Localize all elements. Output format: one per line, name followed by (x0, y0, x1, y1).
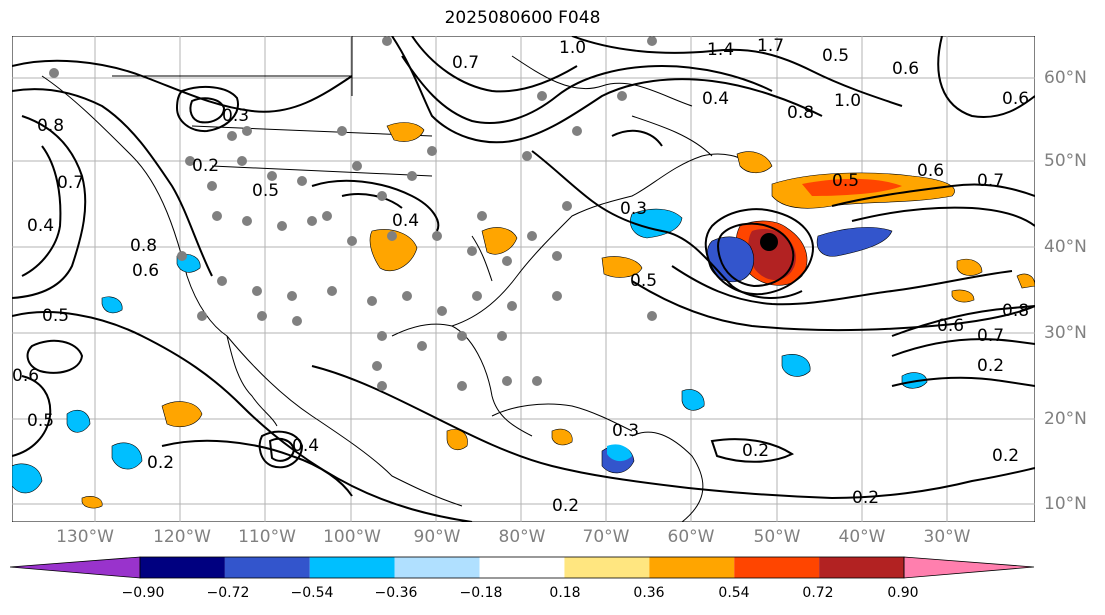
contour-label: 0.4 (27, 216, 54, 236)
contour-label: 1.4 (707, 40, 734, 60)
contour-label: 0.7 (977, 326, 1004, 346)
contour-label: 1.0 (559, 38, 586, 58)
colorbar-tick-label: 0.90 (887, 585, 919, 601)
contour-label: 0.3 (612, 421, 639, 441)
contour-label: 0.2 (852, 488, 879, 508)
lon-label: 100°W (323, 527, 381, 547)
contour-label: 0.5 (832, 171, 859, 191)
contour-label: 0.5 (42, 306, 69, 326)
contour-label: 0.2 (977, 356, 1004, 376)
colorbar (10, 556, 1035, 579)
colorbar-tick-label: −0.18 (459, 585, 503, 601)
colorbar-tick-label: −0.36 (374, 585, 418, 601)
lat-label: 10°N (1044, 494, 1087, 514)
coastlines (41, 36, 753, 522)
colorbar-extend-low (10, 556, 141, 579)
lon-label: 80°W (498, 527, 546, 547)
colorbar-segment (734, 557, 820, 578)
contour-label: 0.6 (12, 366, 39, 386)
lon-label: 30°W (923, 527, 971, 547)
map-title: 2025080600 F048 (444, 8, 601, 28)
contour-label: 0.6 (937, 316, 964, 336)
contour-label: 0.5 (27, 411, 54, 431)
contour-label: 0.8 (787, 103, 814, 123)
colorbar-segment (819, 557, 904, 578)
contour-label: 0.5 (252, 181, 279, 201)
contour-label: 0.5 (630, 271, 657, 291)
contour-label: 0.2 (147, 453, 174, 473)
contour-label: 0.7 (452, 53, 479, 73)
colorbar-extend-high (903, 556, 1035, 579)
lon-label: 90°W (413, 527, 461, 547)
contour-label: 0.4 (292, 436, 319, 456)
contour-label: 0.6 (132, 261, 159, 281)
contour-label: 0.4 (702, 89, 729, 109)
colorbar-tick-label: −0.90 (121, 585, 165, 601)
contour-label: 1.0 (834, 91, 861, 111)
station-dots (49, 36, 657, 391)
contour-label: 0.7 (57, 173, 84, 193)
contour-label: 0.2 (992, 446, 1019, 466)
colorbar-segment (140, 557, 225, 578)
contour-label: 0.2 (192, 156, 219, 176)
colorbar-tick-label: 0.18 (549, 585, 581, 601)
contour-label: 0.8 (130, 236, 157, 256)
lat-label: 20°N (1044, 409, 1087, 429)
contours (12, 36, 1035, 522)
contour-label: 0.3 (620, 199, 647, 219)
lon-label: 60°W (667, 527, 715, 547)
colorbar-segment (394, 557, 480, 578)
colorbar-tick-label: 0.72 (802, 585, 834, 601)
lat-label: 50°N (1044, 151, 1087, 171)
colorbar-segment (224, 557, 310, 578)
contour-label: 0.8 (37, 116, 64, 136)
lon-label: 130°W (56, 527, 114, 547)
contour-label: 0.7 (977, 171, 1004, 191)
contour-label: 0.4 (392, 211, 419, 231)
lat-label: 60°N (1044, 68, 1087, 88)
colorbar-tick-label: −0.54 (290, 585, 334, 601)
contour-labels: 1.0 1.4 1.7 0.5 0.6 0.8 1.0 0.6 0.4 0.8 … (12, 36, 1029, 516)
contour-label: 0.2 (742, 441, 769, 461)
contour-label: 1.7 (757, 36, 784, 56)
lon-label: 40°W (838, 527, 886, 547)
colorbar-tick-label: 0.36 (633, 585, 665, 601)
colorbar-segment (479, 557, 565, 578)
colorbar-tick-label: 0.54 (718, 585, 750, 601)
colorbar-segment (649, 557, 735, 578)
lat-label: 30°N (1044, 323, 1087, 343)
colorbar-segment (564, 557, 650, 578)
colorbar-segment (309, 557, 395, 578)
contour-label: 0.2 (552, 496, 579, 516)
contour-label: 0.6 (892, 59, 919, 79)
lon-label: 50°W (753, 527, 801, 547)
lon-label: 120°W (153, 527, 211, 547)
contour-label: 0.5 (822, 46, 849, 66)
lon-label: 110°W (238, 527, 296, 547)
contour-label: 0.3 (222, 106, 249, 126)
lat-label: 40°N (1044, 237, 1087, 257)
contour-label: 0.8 (1002, 301, 1029, 321)
contour-label: 0.6 (1002, 89, 1029, 109)
lon-label: 70°W (582, 527, 630, 547)
contour-label: 0.6 (917, 161, 944, 181)
colorbar-border (139, 556, 905, 579)
map-panel: 1.0 1.4 1.7 0.5 0.6 0.8 1.0 0.6 0.4 0.8 … (12, 36, 1035, 522)
colorbar-tick-label: −0.72 (206, 585, 250, 601)
